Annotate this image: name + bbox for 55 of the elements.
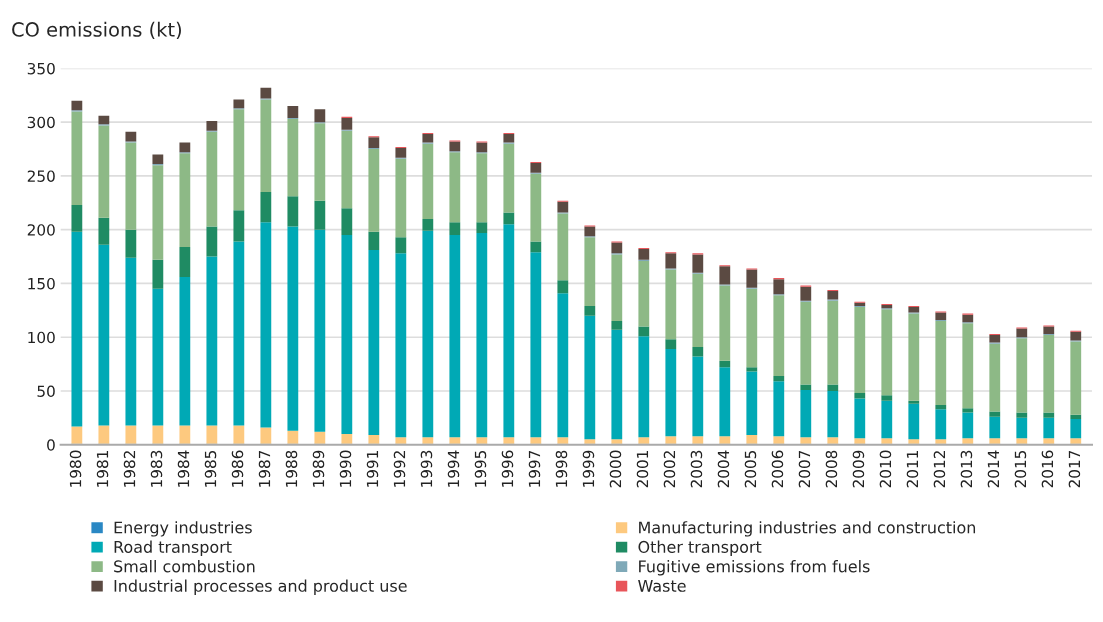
x-tick-label: 2002 (663, 451, 676, 488)
x-tick-label: 2014 (987, 450, 1000, 488)
x-tick-label: 2009 (852, 450, 865, 488)
x-tick-label: 1981 (96, 451, 109, 487)
x-tick-label: 1986 (231, 450, 244, 487)
y-tick-label: 0 (47, 439, 55, 451)
x-tick-label: 2000 (609, 450, 622, 488)
x-tick-label: 2013 (960, 450, 973, 488)
legend-label: Other transport (638, 540, 762, 557)
x-tick-label: 1980 (69, 450, 82, 487)
legend-label: Manufacturing industries and construction (639, 521, 976, 537)
x-tick-label: 2003 (690, 450, 703, 488)
y-tick-label: 350 (27, 62, 55, 75)
legend-label: Road transport (114, 540, 232, 557)
y-tick-label: 200 (27, 224, 55, 236)
x-tick-label: 1988 (285, 450, 298, 487)
x-tick-label: 2006 (771, 450, 784, 488)
y-tick-label: 250 (27, 170, 55, 182)
x-tick-label: 1998 (555, 450, 568, 487)
y-tick-label: 300 (27, 116, 55, 129)
x-tick-label: 1990 (339, 450, 352, 487)
x-tick-label: 1991 (366, 451, 379, 487)
x-tick-label: 1994 (447, 450, 460, 487)
x-tick-label: 2005 (744, 450, 757, 488)
x-tick-label: 1997 (528, 450, 541, 487)
y-tick-label: 150 (28, 277, 55, 290)
x-tick-label: 1984 (177, 450, 190, 487)
legend-label: Waste (638, 579, 686, 592)
legend-label: Energy industries (114, 521, 252, 537)
x-tick-label: 2010 (879, 450, 892, 488)
x-tick-label: 2007 (798, 450, 811, 488)
chart-title: CO emissions (kt) (12, 21, 181, 40)
x-tick-label: 1996 (501, 450, 514, 487)
x-tick-label: 2012 (933, 451, 946, 488)
legend-label: Fugitive emissions from fuels (639, 560, 870, 576)
x-tick-label: 2008 (825, 450, 838, 488)
x-tick-label: 1992 (393, 451, 406, 487)
x-tick-label: 2001 (636, 451, 649, 488)
x-tick-label: 2016 (1041, 450, 1054, 488)
x-tick-label: 2017 (1068, 450, 1081, 488)
x-tick-label: 1989 (312, 450, 325, 487)
x-tick-label: 2015 (1014, 450, 1027, 488)
x-tick-label: 2004 (717, 450, 730, 488)
x-tick-label: 1987 (258, 450, 271, 487)
x-tick-label: 1995 (474, 450, 487, 487)
x-tick-label: 1993 (420, 450, 433, 487)
x-tick-label: 1999 (582, 450, 595, 487)
legend-label: Industrial processes and product use (114, 579, 407, 595)
y-tick-label: 50 (37, 385, 55, 397)
legend-label: Small combustion (114, 560, 255, 573)
x-tick-label: 1983 (150, 450, 163, 487)
y-tick-label: 100 (28, 331, 55, 344)
x-tick-label: 1985 (204, 450, 217, 487)
x-tick-label: 2011 (906, 451, 919, 488)
x-tick-label: 1982 (123, 451, 136, 487)
